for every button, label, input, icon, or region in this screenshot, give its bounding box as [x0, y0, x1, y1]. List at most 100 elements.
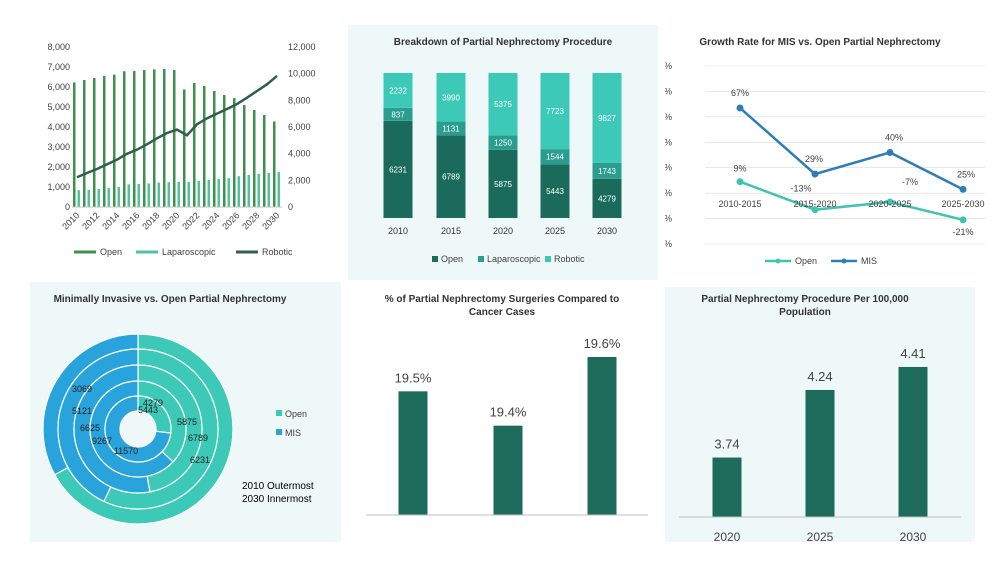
panel-pct-of-cancer-cases: % of Partial Nephrectomy Surgeries Compa…: [352, 282, 662, 542]
bar-laparoscopic: [227, 178, 230, 207]
bar-value: [398, 391, 428, 515]
y-left-tick-label: 2,000: [47, 162, 70, 172]
segment-label: 1131: [442, 124, 460, 133]
legend-swatch-laparoscopic: [478, 256, 484, 262]
y-left-tick-label: 6,000: [47, 82, 70, 92]
stack-segment-robotic: [540, 73, 570, 150]
y-left-tick-label: 3,000: [47, 142, 70, 152]
x-tick-label: 2028: [240, 210, 261, 231]
x-tick-label: 2025: [807, 530, 834, 542]
stack-segment-robotic: [436, 73, 466, 122]
bar-laparoscopic: [127, 184, 130, 207]
ring-data-label: 3069: [72, 384, 92, 394]
line-open: [739, 180, 964, 222]
bar-open: [253, 110, 256, 207]
stack-segment-laparoscopic: [488, 135, 518, 150]
bar-laparoscopic: [97, 189, 100, 207]
x-tick-label: 2015-2020: [793, 199, 836, 209]
chart-pct-of-cancer-cases: % of Partial Nephrectomy Surgeries Compa…: [366, 294, 648, 516]
legend-marker-mis: [841, 258, 847, 264]
bar-data-label: 19.6%: [584, 336, 621, 351]
ring-data-label: 5875: [177, 417, 197, 427]
bar-data-label: 19.5%: [395, 370, 432, 385]
x-tick-label: 2020-2025: [868, 199, 911, 209]
bar-laparoscopic: [167, 182, 170, 207]
line-mis: [739, 107, 964, 191]
data-label-open: -21%: [952, 227, 973, 237]
chart-title-line-1: Partial Nephrectomy Procedure Per 100,00…: [701, 294, 909, 305]
legend-label-robotic: Robotic: [262, 247, 293, 257]
segment-label: 4279: [598, 194, 616, 203]
segment-label: 3990: [442, 93, 460, 102]
bar-open: [153, 69, 156, 208]
bar-open: [243, 105, 246, 207]
bar-laparoscopic: [137, 184, 140, 207]
y-right-tick-label: 10,000: [288, 69, 316, 79]
x-tick-label: 2010-2015: [718, 199, 761, 209]
y-left-tick-label: 5,000: [47, 102, 70, 112]
ring-data-label: 5121: [72, 406, 92, 416]
x-tick-label: 2020: [714, 530, 741, 542]
segment-label: 6231: [389, 165, 407, 174]
marker-mis: [736, 104, 744, 112]
chart-breakdown-partial-nephrectomy: Breakdown of Partial Nephrectomy Procedu…: [383, 37, 622, 264]
x-tick-label: 2026: [220, 210, 241, 231]
x-tick-label: 2024: [200, 210, 221, 231]
panel-breakdown: Breakdown of Partial Nephrectomy Procedu…: [348, 25, 658, 280]
data-label-open: -7%: [902, 177, 918, 187]
data-label-mis: 40%: [885, 132, 903, 142]
legend-label-open: Open: [795, 256, 817, 266]
segment-label: 9827: [598, 114, 616, 123]
ring-data-label: 6231: [190, 455, 210, 465]
legend-label-mis: MIS: [861, 256, 877, 266]
x-tick-label: 2010: [60, 210, 81, 231]
bar-laparoscopic: [267, 173, 270, 207]
bar-open: [263, 115, 266, 207]
stack-segment-open: [383, 120, 413, 218]
bar-open: [73, 82, 76, 207]
x-tick-label: 2025-2030: [941, 199, 984, 209]
panel-open-lap-robotic-trend: 0 1,000 2,000 3,000 4,000 5,000 6,000 7,000 8,00…: [12, 25, 332, 275]
y-right-tick-label: 8,000: [288, 95, 311, 105]
chart-title: Growth Rate for MIS vs. Open Partial Nep…: [699, 37, 941, 48]
segment-label: 5375: [494, 100, 512, 109]
y-left-tick-label: 0: [65, 202, 70, 212]
marker-mis: [886, 148, 894, 156]
y-left-tick-label: 8,000: [47, 42, 70, 52]
x-tick-label: 2014: [100, 210, 121, 231]
bar-open: [143, 70, 146, 207]
y-right-tick-label: 2,000: [288, 175, 311, 185]
y-left-tick-label: 4,000: [47, 122, 70, 132]
y-tick-label: -20%: [665, 214, 672, 224]
legend-swatch-robotic: [545, 256, 551, 262]
stack-segment-robotic: [383, 73, 413, 108]
bar-value: [898, 367, 928, 517]
bar-laparoscopic: [197, 181, 200, 207]
x-tick-label: 2016: [120, 210, 141, 231]
bar-data-label: 19.4%: [490, 405, 527, 420]
data-label-mis: 29%: [805, 154, 823, 164]
stack-segment-open: [488, 149, 518, 218]
chart-title-line-2: Cancer Cases: [469, 307, 536, 318]
stack-segment-laparoscopic: [383, 107, 413, 121]
legend-swatch-open: [432, 256, 438, 262]
chart-open-lap-robotic-trend: 0 1,000 2,000 3,000 4,000 5,000 6,000 7,000 8,00…: [47, 42, 316, 257]
marker-open: [811, 206, 819, 214]
segment-label: 837: [391, 110, 405, 119]
bar-open: [193, 83, 196, 207]
data-label-mis: 67%: [731, 88, 749, 98]
marker-mis: [959, 185, 967, 193]
x-tick-label: 2030: [260, 210, 281, 231]
segment-label: 1544: [546, 153, 564, 162]
bar-data-label: 4.24: [807, 369, 832, 384]
bar-laparoscopic: [237, 176, 240, 207]
bar-open: [203, 86, 206, 207]
bar-laparoscopic: [107, 188, 110, 207]
segment-label: 1250: [494, 139, 512, 148]
bar-open: [273, 121, 276, 207]
bar-value: [712, 457, 742, 517]
x-tick-label: 2030: [597, 226, 617, 236]
y-tick-label: 80%: [665, 86, 672, 96]
bar-laparoscopic: [87, 189, 90, 207]
chart-per-100k-population: Partial Nephrectomy Procedure Per 100,00…: [679, 294, 961, 542]
